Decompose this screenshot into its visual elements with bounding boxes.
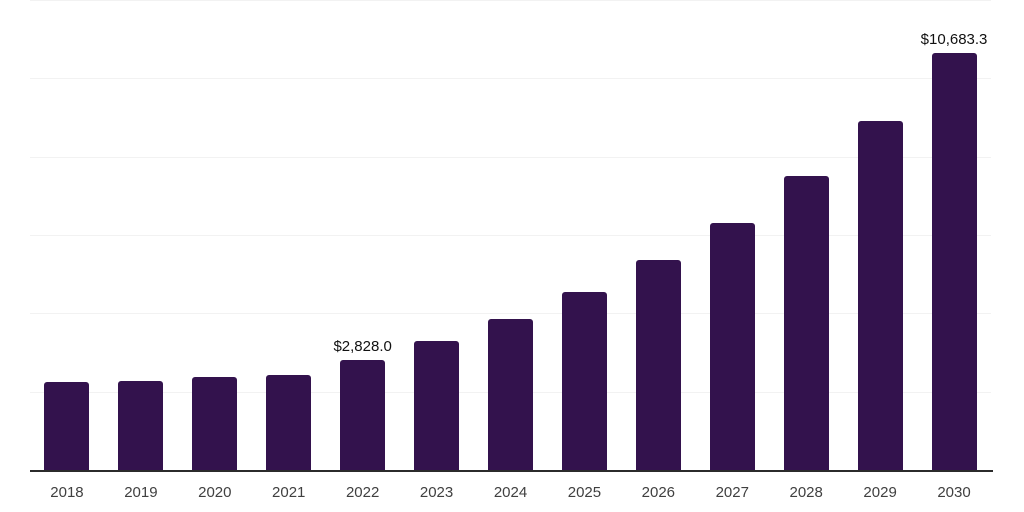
- x-tick-label-2029: 2029: [863, 484, 897, 501]
- x-tick-label-2018: 2018: [50, 484, 84, 501]
- bar-2030[interactable]: [931, 52, 977, 471]
- x-tick-label-2022: 2022: [345, 484, 380, 501]
- gridline-12000: [30, 0, 991, 1]
- bar-value-label-2022: $2,828.0: [333, 338, 392, 356]
- x-tick-label-2024: 2024: [493, 484, 528, 501]
- gridline-8000: [30, 156, 991, 158]
- x-tick-label-2020: 2020: [198, 484, 232, 501]
- bar-2020[interactable]: [192, 377, 238, 471]
- x-tick-label-2027: 2027: [715, 484, 749, 501]
- bar-2019[interactable]: [118, 381, 164, 471]
- bar-2022[interactable]: [340, 360, 386, 471]
- bar-2018[interactable]: [44, 382, 90, 471]
- x-tick-label-2026: 2026: [641, 484, 676, 501]
- x-tick-label-2021: 2021: [272, 484, 306, 501]
- bar-2021[interactable]: [266, 375, 312, 471]
- x-tick-label-2019: 2019: [124, 484, 158, 501]
- bar-2024[interactable]: [488, 319, 533, 471]
- bar-2028[interactable]: [783, 176, 829, 471]
- x-tick-label-2023: 2023: [419, 484, 454, 501]
- gridline-10000: [30, 78, 991, 80]
- x-tick-label-2025: 2025: [567, 484, 602, 501]
- plot-area: $2,828.0 $10,683.3: [30, 0, 991, 471]
- x-axis-labels: 2018 2019 2020 2021 2022 2023 2024 2025 2026 2027…: [30, 485, 991, 505]
- bar-value-label-2030: $10,683.3: [920, 30, 988, 48]
- bar-2025[interactable]: [561, 292, 607, 471]
- bar-2027[interactable]: [709, 222, 755, 471]
- x-tick-label-2030: 2030: [937, 484, 971, 501]
- gridline-4000: [30, 313, 991, 315]
- gridline-6000: [30, 235, 991, 236]
- x-axis-line: [30, 470, 993, 472]
- bar-2026[interactable]: [635, 260, 681, 471]
- x-tick-label-2028: 2028: [789, 484, 823, 501]
- bar-2029[interactable]: [857, 120, 903, 471]
- bar-2023[interactable]: [414, 341, 460, 471]
